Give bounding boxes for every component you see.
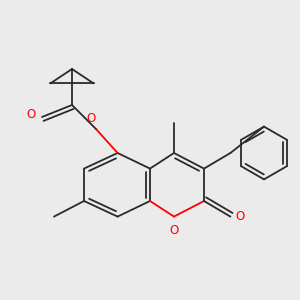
Text: O: O	[169, 224, 178, 238]
Text: O: O	[27, 108, 36, 121]
Text: O: O	[87, 112, 96, 125]
Text: O: O	[236, 210, 244, 223]
